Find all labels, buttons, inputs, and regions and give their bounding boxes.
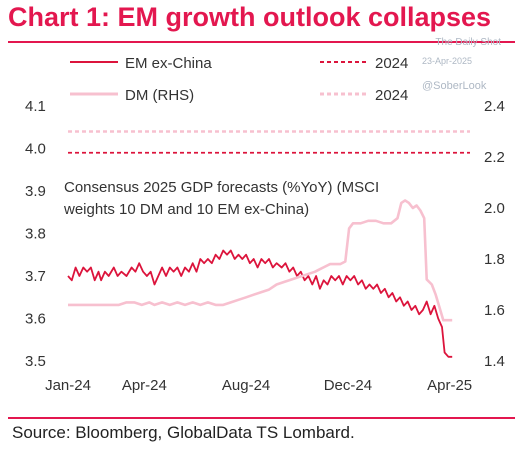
annotation-line: weights 10 DM and 10 EM ex-China) — [63, 201, 309, 218]
legend-label-dm: DM (RHS) — [125, 87, 194, 104]
legend-label-em_ref: 2024 — [375, 55, 408, 72]
x-tick-label: Apr-24 — [122, 377, 167, 394]
y-left-tick-label: 3.5 — [25, 353, 46, 370]
source-rule — [8, 417, 515, 419]
x-tick-label: Apr-25 — [427, 377, 472, 394]
y-right-tick-label: 1.6 — [484, 302, 505, 319]
y-left-tick-label: 3.8 — [25, 226, 46, 243]
annotation-line: Consensus 2025 GDP forecasts (%YoY) (MSC… — [64, 179, 379, 196]
title-rule — [8, 41, 515, 43]
y-left-tick-label: 3.6 — [25, 311, 46, 328]
x-tick-label: Jan-24 — [45, 377, 91, 394]
y-right-tick-label: 2.2 — [484, 149, 505, 166]
chart-title: Chart 1: EM growth outlook collapses — [8, 2, 492, 32]
y-right-tick-label: 1.4 — [484, 353, 505, 370]
y-right-tick-label: 2.0 — [484, 200, 505, 217]
legend-label-dm_ref: 2024 — [375, 87, 408, 104]
y-right-tick-label: 2.4 — [484, 98, 505, 115]
y-right-tick-label: 1.8 — [484, 251, 505, 268]
y-left-tick-label: 3.7 — [25, 268, 46, 285]
y-left-tick-label: 3.9 — [25, 183, 46, 200]
x-tick-label: Aug-24 — [222, 377, 270, 394]
watermark-brand: The Daily Shot — [435, 37, 501, 48]
series-line-em-ex-china — [67, 249, 453, 358]
y-left-tick-label: 4.0 — [25, 141, 46, 158]
y-left-tick-label: 4.1 — [25, 98, 46, 115]
watermark-date: 23-Apr-2025 — [422, 56, 473, 66]
legend-label-em: EM ex-China — [125, 55, 212, 72]
x-tick-label: Dec-24 — [324, 377, 372, 394]
series-line-dm — [68, 199, 453, 322]
source-text: Source: Bloomberg, GlobalData TS Lombard… — [12, 423, 355, 442]
watermark-handle: @SoberLook — [422, 80, 487, 92]
